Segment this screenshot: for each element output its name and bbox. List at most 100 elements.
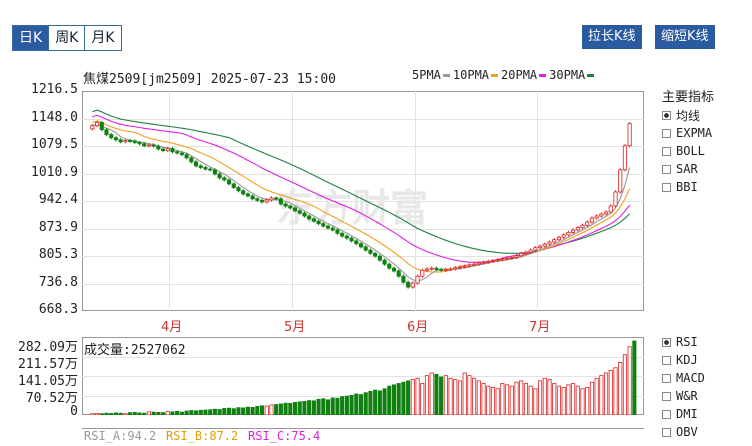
indicator-sar[interactable]: SAR: [662, 160, 712, 178]
candle: [90, 124, 95, 131]
candle: [292, 206, 298, 213]
indicator-kdj[interactable]: KDJ: [662, 351, 705, 369]
volume-bar: [321, 398, 326, 415]
volume-chart[interactable]: [82, 337, 644, 415]
rsi-c: RSI_C:75.4: [248, 429, 321, 443]
candle: [571, 228, 576, 235]
candle: [99, 120, 104, 132]
indicator-dmi[interactable]: DMI: [662, 405, 705, 423]
candle: [608, 204, 613, 214]
volume-bar: [358, 394, 364, 415]
volume-bar: [146, 411, 151, 415]
checkbox-icon: [662, 355, 671, 365]
volume-bar: [217, 409, 222, 415]
volume-bar: [274, 404, 279, 415]
candle: [137, 140, 142, 146]
volume-bar: [109, 413, 114, 415]
indicator-wr[interactable]: W&R: [662, 387, 705, 405]
candle: [538, 244, 543, 250]
indicator-boll[interactable]: BOLL: [662, 142, 712, 160]
volume-bar: [462, 372, 467, 415]
candle: [278, 197, 283, 206]
candle: [274, 196, 279, 201]
sub-indicator-list: RSI KDJ MACD W&R DMI OBV: [662, 333, 705, 441]
volume-bar: [255, 405, 260, 415]
volume-bar: [142, 412, 147, 415]
candle: [604, 210, 609, 216]
volume-bar: [344, 395, 349, 415]
candle: [368, 248, 373, 255]
volume-bar: [495, 388, 500, 415]
volume-bar: [519, 380, 524, 415]
volume-bar: [302, 400, 307, 415]
volume-bar: [278, 403, 283, 415]
price-tick: 1079.5: [31, 137, 78, 152]
volume-bar: [613, 367, 618, 415]
volume-bar: [283, 402, 288, 415]
volume-bar: [118, 412, 123, 415]
candle: [165, 146, 170, 153]
volume-bar: [627, 346, 632, 415]
candle: [316, 219, 321, 226]
main-indicators-title: 主要指标: [662, 90, 715, 105]
candle: [151, 143, 156, 148]
tab-monthly[interactable]: 月K: [84, 25, 122, 51]
candle: [128, 138, 133, 143]
kline-chart[interactable]: 东方财富: [82, 91, 644, 311]
ma-legend-20: 20PMA: [501, 68, 547, 82]
volume-bar: [523, 383, 529, 415]
candle: [222, 176, 227, 182]
volume-bar: [490, 387, 496, 415]
tab-weekly[interactable]: 周K: [48, 25, 86, 51]
volume-bar: [123, 413, 128, 415]
volume-bar: [396, 383, 401, 415]
candle: [123, 138, 128, 144]
candle: [146, 143, 151, 148]
candle: [344, 234, 349, 240]
volume-bar: [128, 412, 133, 415]
volume-bar: [443, 375, 448, 415]
indicator-ma[interactable]: 均线: [662, 106, 712, 124]
volume-bar: [476, 380, 481, 415]
volume-bar: [556, 385, 561, 415]
volume-bar: [297, 401, 302, 415]
checkbox-icon: [662, 427, 671, 437]
volume-bar: [208, 409, 213, 415]
volume-bar: [363, 392, 368, 415]
indicator-rsi[interactable]: RSI: [662, 333, 705, 351]
candle: [104, 128, 109, 137]
volume-bar: [170, 411, 175, 415]
candle: [349, 236, 354, 243]
indicator-macd[interactable]: MACD: [662, 369, 705, 387]
candle: [410, 281, 415, 289]
indicator-obv[interactable]: OBV: [662, 423, 705, 441]
candle: [113, 136, 118, 142]
price-tick: 736.8: [38, 274, 78, 290]
volume-bar: [373, 389, 378, 415]
candle: [373, 251, 378, 258]
checkbox-icon: [662, 337, 671, 347]
volume-bar: [113, 412, 118, 415]
candle: [448, 267, 453, 271]
candle: [335, 228, 340, 235]
indicator-bbi[interactable]: BBI: [662, 178, 712, 196]
volume-tick: 211.57万: [18, 357, 78, 372]
shorten-kline-button[interactable]: 缩短K线: [655, 25, 715, 49]
volume-bar: [514, 381, 519, 415]
stretch-kline-button[interactable]: 拉长K线: [582, 25, 642, 49]
volume-bar: [509, 385, 514, 415]
candle: [528, 248, 533, 254]
candle: [434, 266, 439, 271]
volume-bar: [429, 372, 434, 415]
month-tick: 7月: [529, 320, 551, 335]
volume-bar: [439, 376, 444, 415]
volume-bar: [349, 394, 354, 415]
volume-bar: [547, 379, 552, 415]
tab-daily[interactable]: 日K: [12, 25, 50, 51]
indicator-expma[interactable]: EXPMA: [662, 124, 712, 142]
volume-bar: [335, 397, 340, 415]
rsi-a: RSI_A:94.2: [84, 429, 157, 443]
candle: [627, 122, 632, 148]
month-tick: 6月: [407, 320, 429, 335]
volume-tick: 282.09万: [18, 340, 78, 355]
